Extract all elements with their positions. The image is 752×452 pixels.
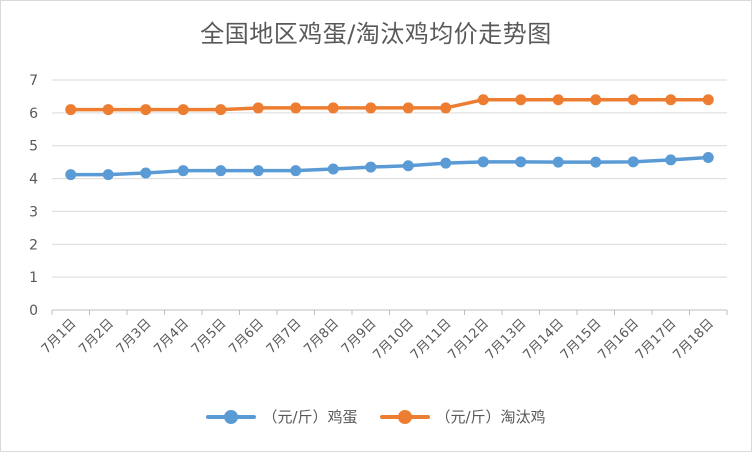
series-1-point [440, 102, 452, 114]
series-0-point [215, 165, 227, 177]
series-0-point [102, 169, 114, 181]
series-0-point [365, 161, 377, 173]
series-0-point [552, 156, 564, 168]
y-tick-label: 6 [29, 106, 38, 122]
y-tick-label: 5 [29, 139, 38, 155]
chart-legend: （元/斤）鸡蛋 （元/斤）淘汰鸡 [0, 406, 752, 427]
x-tick-label: 7月8日 [301, 316, 342, 357]
series-1-point [290, 102, 302, 114]
x-tick-label: 7月16日 [596, 316, 643, 363]
x-tick-label: 7月17日 [633, 316, 680, 363]
y-tick-label: 4 [29, 172, 38, 188]
series-0-point [140, 167, 152, 179]
series-1-point [702, 94, 714, 106]
series-0-point [327, 163, 339, 175]
series-line-1 [69, 97, 710, 112]
series-1-point [365, 102, 377, 114]
legend-swatch-egg [206, 409, 257, 424]
series-1-point [102, 104, 114, 116]
series-line-0 [69, 155, 710, 177]
x-tick-label: 7月4日 [151, 316, 192, 357]
series-1-point [627, 94, 639, 106]
series-1-point [252, 102, 264, 114]
x-tick-label: 7月1日 [39, 316, 80, 357]
series-0-point [177, 165, 189, 177]
x-tick-label: 7月12日 [446, 316, 493, 363]
legend-item-cull-hen[interactable]: （元/斤）淘汰鸡 [379, 406, 546, 427]
series-0-point [665, 154, 677, 166]
series-0-point [515, 156, 527, 168]
y-tick-label: 1 [29, 270, 38, 286]
series-1-point [402, 102, 414, 114]
series-0-point [290, 165, 302, 177]
series-1-point [665, 94, 677, 106]
series-0-point [477, 156, 489, 168]
x-tick-label: 7月2日 [76, 316, 117, 357]
series-1-point [65, 104, 77, 116]
legend-swatch-cull-hen [379, 409, 430, 424]
legend-label-cull-hen: （元/斤）淘汰鸡 [435, 408, 546, 426]
series-1-point [515, 94, 527, 106]
x-tick-label: 7月13日 [483, 316, 530, 363]
series-0-point [65, 169, 77, 181]
legend-label-egg: （元/斤）鸡蛋 [262, 408, 358, 426]
series-1-point [177, 104, 189, 116]
x-tick-label: 7月5日 [189, 316, 230, 357]
legend-marker-cull-hen [397, 409, 412, 424]
series-1-point [477, 94, 489, 106]
y-tick-label: 3 [29, 204, 38, 220]
series-1-point [552, 94, 564, 106]
series-1-point [590, 94, 602, 106]
x-tick-label: 7月11日 [408, 316, 455, 363]
x-tick-label: 7月7日 [264, 316, 305, 357]
x-tick-label: 7月15日 [558, 316, 605, 363]
y-tick-label: 0 [29, 303, 38, 319]
series-1-point [215, 104, 227, 116]
series-0-point [627, 156, 639, 168]
series-0-point [590, 156, 602, 168]
y-tick-label: 2 [29, 237, 38, 253]
series-0-point [402, 160, 414, 172]
series-0-point [702, 152, 714, 164]
series-0-point [440, 157, 452, 169]
x-tick-label: 7月14日 [521, 316, 568, 363]
legend-marker-egg [224, 409, 239, 424]
x-tick-label: 7月6日 [226, 316, 267, 357]
series-0-point [252, 165, 264, 177]
x-tick-label: 7月10日 [371, 316, 418, 363]
y-tick-label: 7 [29, 73, 38, 89]
legend-item-egg[interactable]: （元/斤）鸡蛋 [206, 406, 358, 427]
chart-title: 全国地区鸡蛋/淘汰鸡均价走势图 [200, 20, 552, 48]
x-tick-label: 7月18日 [671, 316, 718, 363]
series-1-point [140, 104, 152, 116]
series-1-point [327, 102, 339, 114]
x-tick-label: 7月3日 [114, 316, 155, 357]
